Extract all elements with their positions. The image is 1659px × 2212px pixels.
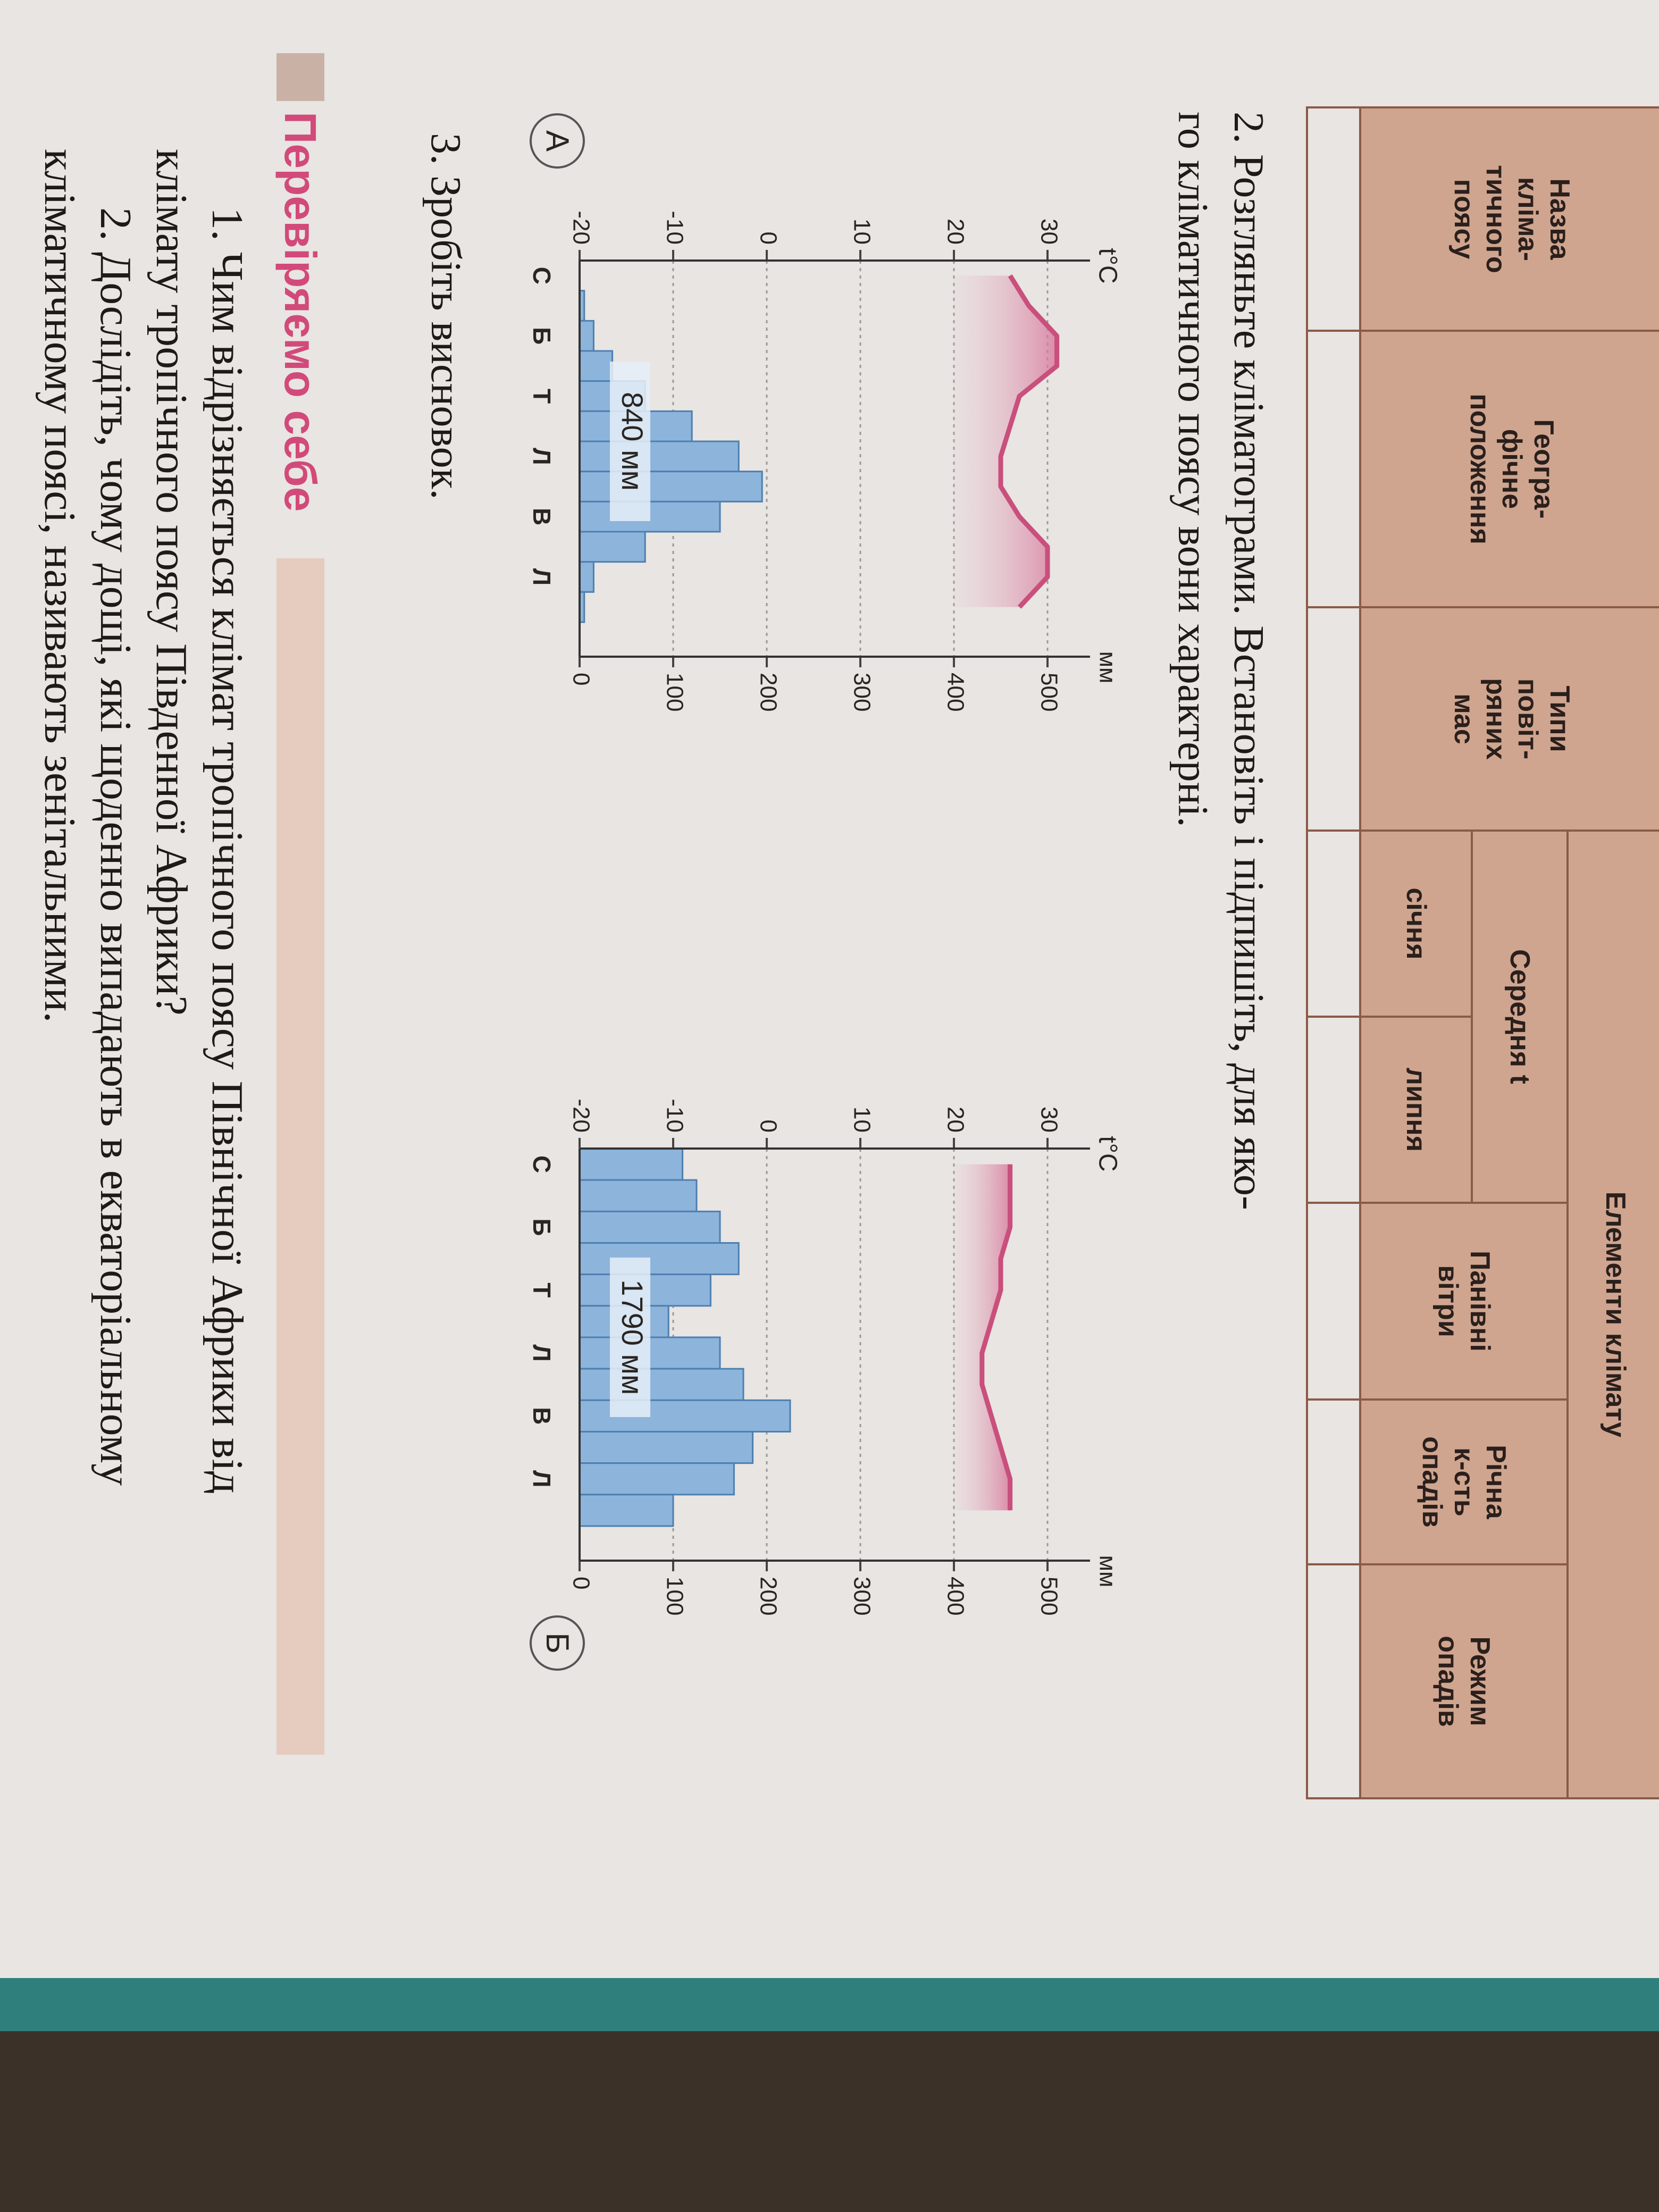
y2-tick-label: 200: [755, 673, 781, 711]
x-tick-label: Л: [528, 1470, 556, 1487]
table-cell: [1307, 331, 1360, 607]
y2-tick-label: 500: [1036, 673, 1062, 711]
annotation: 1790 мм: [616, 1279, 649, 1395]
task-text: 3. Зробіть висновок.: [422, 133, 469, 500]
table-header: Елементи клімату: [1568, 831, 1659, 1798]
temperature-line: [998, 274, 1060, 609]
y-axis-label: t°C: [1093, 1136, 1121, 1171]
x-tick-label: С: [528, 267, 556, 284]
precipitation-bar: [579, 471, 763, 502]
table-header: Типи повіт- ряних мас: [1360, 607, 1659, 831]
precipitation-bar: [579, 1494, 674, 1527]
x-tick-label: С: [528, 1155, 556, 1173]
y2-tick-label: 100: [661, 1577, 688, 1615]
precipitation-bar: [579, 1368, 744, 1401]
section-title: Перевіряємо себе: [275, 112, 325, 512]
x-tick-label: В: [528, 1407, 556, 1425]
precipitation-bar: [579, 561, 594, 593]
climate-table: Назва кліма- тичного поясу Геогра- фічне…: [1306, 106, 1659, 1799]
annotation-box: [610, 362, 650, 521]
y-tick-label: 10: [849, 1107, 875, 1133]
y2-tick-label: 200: [755, 1577, 781, 1615]
y2-tick-label: 0: [568, 1577, 594, 1589]
table-header: Панівні вітри: [1360, 1203, 1568, 1400]
section-marker: [276, 53, 324, 101]
precipitation-bar: [579, 1431, 754, 1464]
question: 2. Дослідіть, чому дощі, які щоденно вип…: [35, 149, 140, 1486]
table-cell: [1307, 1400, 1360, 1564]
precipitation-bar: [579, 320, 594, 352]
y-axis-label: t°C: [1093, 248, 1121, 283]
task-text: 2. Розгляньте кліматограми. Встановіть і…: [1169, 112, 1272, 1210]
table-header: Геогра- фічне положення: [1360, 331, 1659, 607]
y-tick-label: 20: [942, 1107, 968, 1133]
precipitation-bar: [579, 1462, 735, 1496]
y-tick-label: 20: [942, 219, 968, 245]
precipitation-bar: [579, 1179, 698, 1212]
temperature-area: [954, 1164, 1010, 1511]
x-tick-label: Б: [528, 327, 556, 345]
y2-tick-label: 300: [849, 673, 875, 711]
x-tick-label: В: [528, 508, 556, 525]
y2-tick-label: 0: [568, 673, 594, 685]
annotation-box: [610, 1258, 650, 1417]
chart-letter: А: [540, 130, 575, 152]
precipitation-bar: [579, 1147, 684, 1181]
table-cell: [1307, 607, 1360, 831]
x-tick-label: Л: [528, 1344, 556, 1361]
y-tick-label: 10: [849, 219, 875, 245]
chart-letter: Б: [540, 1632, 575, 1653]
x-tick-label: Т: [528, 389, 556, 404]
temperature-line: [979, 1164, 1013, 1511]
y2-tick-label: 500: [1036, 1577, 1062, 1615]
section-bar: [276, 558, 324, 1755]
y-tick-label: -10: [661, 1099, 688, 1133]
table-header: Режим опадів: [1360, 1564, 1568, 1798]
precipitation-bar: [579, 350, 614, 382]
desk-edge: [0, 1967, 1659, 2031]
table-cell: [1307, 1017, 1360, 1203]
table-cell: [1307, 831, 1360, 1017]
x-tick-label: Б: [528, 1218, 556, 1236]
y-tick-label: 0: [755, 1120, 781, 1133]
table-cell: [1307, 107, 1360, 331]
questions: 1. Чим відрізняється клімат тропічного п…: [32, 149, 255, 1904]
y-tick-label: 30: [1036, 219, 1062, 245]
table-cell: [1307, 1564, 1360, 1798]
y-tick-label: -20: [568, 211, 594, 245]
precipitation-bar: [579, 440, 740, 473]
annotation: 840 мм: [616, 392, 649, 491]
y-tick-label: -20: [568, 1099, 594, 1133]
climatograms: -20 -10 0 10 20 300 100 200 300 400 500t°CммСБТЛВЛ…: [528, 113, 1121, 1671]
chart-letter-circle: [530, 113, 585, 169]
table-header: Назва кліма- тичного поясу: [1360, 107, 1659, 331]
y2-tick-label: 300: [849, 1577, 875, 1615]
chart-letter-circle: [530, 1615, 585, 1671]
question: 1. Чим відрізняється клімат тропічного п…: [147, 149, 252, 1494]
section-band: Перевіряємо себе: [271, 53, 330, 1755]
table-header: Річна к-сть опадів: [1360, 1400, 1568, 1564]
temperature-area: [954, 275, 1057, 607]
y2-tick-label: 100: [661, 673, 688, 711]
y2-tick-label: 400: [942, 1577, 968, 1615]
y-tick-label: -10: [661, 211, 688, 245]
y2-axis-label: мм: [1094, 651, 1120, 684]
x-tick-label: Л: [528, 568, 556, 585]
table-header: січня: [1360, 831, 1472, 1017]
table-header: Середня t: [1472, 831, 1568, 1203]
precipitation-bar: [579, 1242, 740, 1276]
precipitation-bar: [579, 531, 646, 563]
x-tick-label: Т: [528, 1283, 556, 1297]
textbook-page: Назва кліма- тичного поясу Геогра- фічне…: [0, 0, 1659, 1978]
table-header: липня: [1360, 1017, 1472, 1203]
y2-tick-label: 400: [942, 673, 968, 711]
y2-axis-label: мм: [1094, 1555, 1120, 1588]
y-tick-label: 30: [1036, 1107, 1062, 1133]
y-tick-label: 0: [755, 232, 781, 245]
table-cell: [1307, 1203, 1360, 1400]
precipitation-bar: [579, 1210, 721, 1244]
x-tick-label: Л: [528, 448, 556, 465]
